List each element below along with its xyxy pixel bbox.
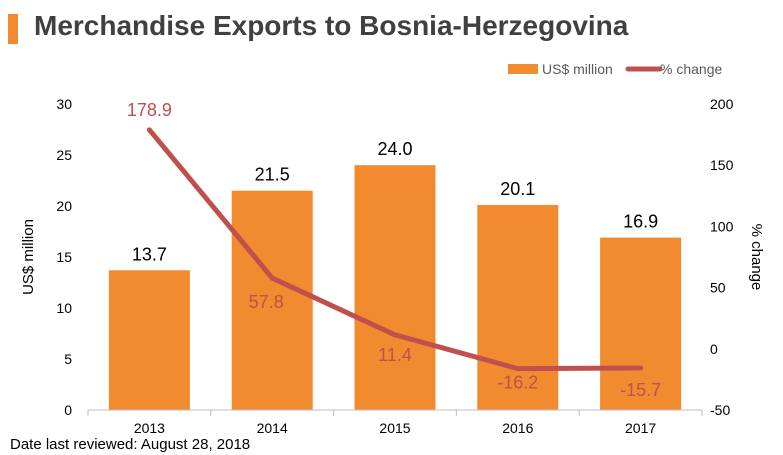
x-tick-label: 2017 [625, 420, 656, 436]
y2-tick-label: 50 [710, 280, 726, 296]
x-tick-label: 2014 [257, 420, 288, 436]
y-tick-label: 25 [56, 147, 72, 163]
y-tick-label: 15 [56, 249, 72, 265]
y2-tick-label: 100 [710, 218, 734, 234]
bar-value-label: 20.1 [500, 179, 535, 199]
y-axis-title: US$ million [20, 219, 37, 295]
title-accent-bar [8, 14, 18, 44]
legend-label-line: % change [660, 61, 722, 77]
date-reviewed-note: Date last reviewed: August 28, 2018 [10, 436, 251, 453]
line-value-label: -15.7 [620, 380, 661, 400]
y2-tick-label: -50 [710, 402, 730, 418]
y-tick-label: 0 [64, 402, 72, 418]
bar-2013 [108, 270, 190, 410]
bar-2017 [600, 237, 682, 410]
y-tick-label: 30 [56, 96, 72, 112]
y2-tick-label: 0 [710, 341, 718, 357]
legend-label-bar: US$ million [542, 61, 613, 77]
y2-tick-label: 200 [710, 96, 734, 112]
chart-title: Merchandise Exports to Bosnia-Herzegovin… [34, 10, 629, 41]
bar-2015 [354, 165, 436, 410]
y-tick-label: 20 [56, 198, 72, 214]
legend-swatch-bar [508, 64, 538, 74]
bar-value-label: 24.0 [377, 139, 412, 159]
y2-tick-label: 150 [710, 157, 734, 173]
percent-change-line [146, 127, 644, 372]
bar-2016 [477, 204, 559, 410]
y-tick-label: 5 [64, 351, 72, 367]
bar-2014 [231, 190, 313, 410]
bar-value-label: 21.5 [255, 165, 290, 185]
x-tick-label: 2013 [134, 420, 165, 436]
line-value-label: 178.9 [127, 100, 172, 120]
y-tick-label: 10 [56, 300, 72, 316]
x-tick-label: 2016 [502, 420, 533, 436]
line-value-label: -16.2 [497, 373, 538, 393]
x-tick-label: 2015 [379, 420, 410, 436]
line-value-label: 11.4 [378, 345, 412, 365]
y2-axis-title: % change [748, 224, 765, 291]
line-value-label: 57.8 [249, 292, 284, 312]
bar-value-label: 13.7 [132, 244, 167, 264]
bar-value-label: 16.9 [623, 212, 658, 232]
